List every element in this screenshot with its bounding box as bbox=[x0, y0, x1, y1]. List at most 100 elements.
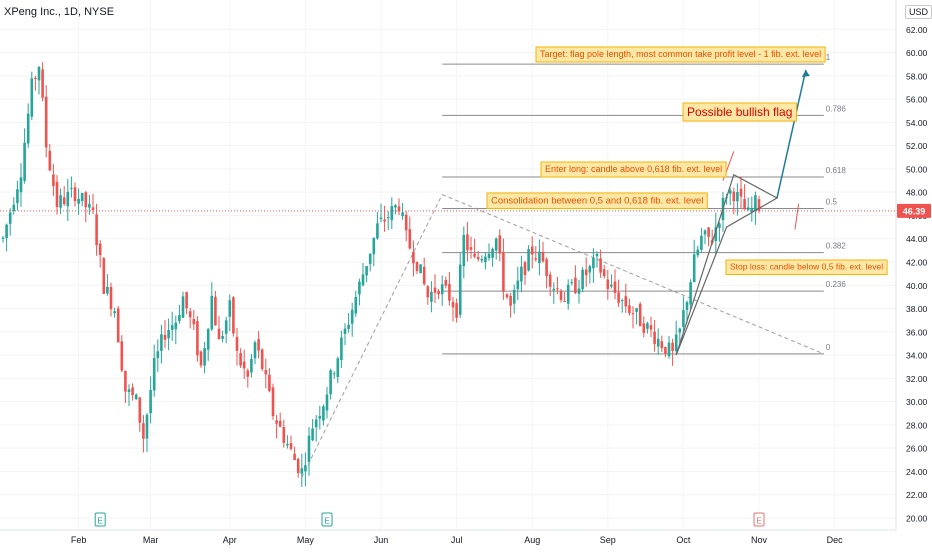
candle bbox=[188, 307, 192, 329]
last-price-value: 46.39 bbox=[903, 206, 926, 216]
candle-body bbox=[116, 308, 120, 343]
earnings-marker-icon: E bbox=[94, 512, 106, 527]
candle-body bbox=[224, 320, 228, 334]
fib-level-label: 0 bbox=[826, 343, 831, 352]
candle-body bbox=[635, 308, 638, 312]
candle-body bbox=[509, 295, 512, 306]
candle bbox=[408, 216, 412, 250]
annotations[interactable]: Target: flag pole length, most common ta… bbox=[486, 46, 888, 275]
earnings-marker-label: E bbox=[324, 517, 329, 526]
candle bbox=[498, 229, 502, 262]
candle bbox=[473, 238, 476, 259]
candle bbox=[1, 235, 5, 243]
candle bbox=[538, 239, 541, 276]
candle bbox=[574, 265, 577, 295]
candle bbox=[595, 251, 599, 268]
candle-body bbox=[127, 389, 131, 393]
candle bbox=[455, 298, 458, 323]
candle-body bbox=[372, 237, 376, 255]
candle bbox=[340, 330, 343, 368]
candle-body bbox=[473, 253, 476, 257]
candle bbox=[520, 255, 523, 293]
candle bbox=[401, 202, 404, 220]
trend-lines[interactable] bbox=[301, 194, 824, 478]
symbol-header[interactable]: XPeng Inc., 1D, NYSE bbox=[4, 6, 115, 18]
candle-body bbox=[660, 341, 664, 349]
candle bbox=[750, 196, 754, 222]
time-tick-label: Mar bbox=[143, 535, 159, 545]
candle-body bbox=[48, 150, 52, 171]
candle bbox=[682, 296, 685, 333]
candle bbox=[613, 269, 617, 300]
currency-label[interactable]: USD bbox=[905, 5, 932, 19]
candle bbox=[412, 240, 415, 277]
time-axis[interactable]: Feb Mar Apr May Jun Jul Aug Sep Oct Nov Dec bbox=[0, 529, 896, 545]
time-tick-label: Sep bbox=[600, 535, 616, 545]
candle-body bbox=[412, 251, 415, 264]
candle-body bbox=[221, 335, 224, 339]
candle bbox=[217, 315, 221, 340]
candle bbox=[221, 330, 224, 343]
candle bbox=[383, 205, 386, 232]
candle-body bbox=[685, 302, 689, 311]
candle bbox=[44, 85, 48, 158]
candle bbox=[332, 371, 336, 379]
candle bbox=[419, 264, 422, 274]
candle bbox=[466, 222, 469, 262]
annotation-stop-text: Stop loss: candle below 0,5 fib. ext. le… bbox=[730, 262, 883, 272]
candle-body bbox=[757, 199, 761, 211]
candle bbox=[210, 282, 214, 331]
target-arrow-head bbox=[801, 69, 810, 77]
candle-body bbox=[174, 322, 178, 330]
candle-body bbox=[390, 206, 394, 221]
annotation-title-text: Possible bullish flag bbox=[687, 105, 792, 119]
candle bbox=[109, 282, 113, 317]
candle bbox=[350, 302, 354, 337]
candle bbox=[606, 269, 610, 300]
candle bbox=[246, 368, 250, 388]
candle-body bbox=[95, 214, 98, 246]
candle-body bbox=[462, 234, 466, 267]
candle bbox=[275, 415, 278, 439]
bullish-flag-drawing[interactable] bbox=[675, 69, 810, 356]
candle bbox=[224, 316, 228, 344]
candle bbox=[563, 292, 566, 302]
candle-body bbox=[437, 290, 440, 295]
candle bbox=[588, 264, 592, 284]
candle-body bbox=[559, 290, 563, 301]
candle bbox=[386, 211, 390, 230]
candle-body bbox=[235, 336, 239, 351]
candle-body bbox=[138, 397, 142, 423]
price-axis[interactable]: 20.00 22.00 24.00 26.00 28.00 30.00 32.00 34.00… bbox=[895, 0, 931, 530]
candle-body bbox=[106, 286, 109, 294]
candle-body bbox=[516, 280, 520, 290]
candle bbox=[696, 245, 700, 258]
candle-body bbox=[628, 305, 631, 314]
price-tick-label: 60.00 bbox=[906, 48, 928, 58]
candle-body bbox=[458, 264, 462, 315]
annotation-enter: Enter long: candle above 0,618 fib. ext.… bbox=[540, 161, 727, 178]
candle-body bbox=[696, 249, 700, 256]
candle bbox=[440, 275, 444, 306]
candle bbox=[620, 298, 624, 313]
candle bbox=[232, 296, 235, 337]
candle-body bbox=[282, 426, 286, 443]
candles bbox=[1, 62, 761, 487]
candle bbox=[307, 427, 311, 476]
candle-body bbox=[109, 286, 113, 310]
candle-body bbox=[271, 387, 275, 417]
candle bbox=[548, 271, 552, 297]
candle bbox=[88, 194, 91, 215]
candle-body bbox=[426, 286, 430, 298]
candle-body bbox=[682, 310, 685, 327]
candle bbox=[646, 321, 649, 334]
candle-body bbox=[358, 281, 361, 295]
candle bbox=[638, 301, 642, 327]
candle bbox=[37, 65, 41, 95]
candle-body bbox=[293, 453, 296, 461]
candle bbox=[185, 291, 188, 315]
candle bbox=[26, 103, 30, 148]
candle bbox=[635, 307, 638, 325]
